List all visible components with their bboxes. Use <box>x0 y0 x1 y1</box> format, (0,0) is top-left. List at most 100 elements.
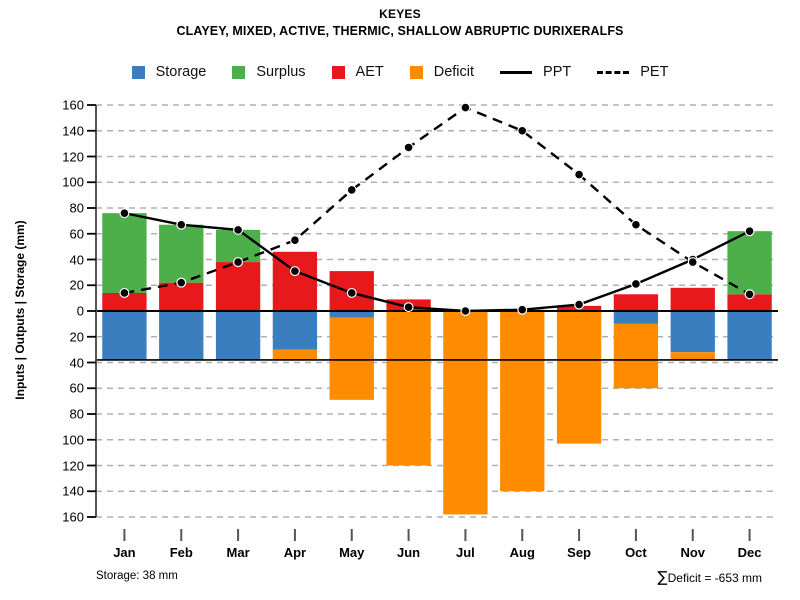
x-axis-tick-label-aug: Aug <box>509 545 535 560</box>
title-block: KEYES CLAYEY, MIXED, ACTIVE, THERMIC, SH… <box>0 6 800 40</box>
y-axis-tick-label: 100 <box>62 174 84 190</box>
y-axis-tick-label: 80 <box>69 200 84 216</box>
data-point-pet-jan <box>119 287 130 298</box>
y-axis-tick-label: 60 <box>69 226 84 242</box>
x-axis-tick-label-dec: Dec <box>737 545 762 560</box>
series-line-ppt <box>124 211 751 313</box>
x-axis-tick-label-mar: Mar <box>226 545 250 560</box>
legend-item-ppt[interactable]: PPT <box>500 64 571 80</box>
data-point-pet-dec <box>744 289 755 300</box>
bar-storage-jan <box>102 311 147 360</box>
legend-dashed-line-icon <box>597 66 630 79</box>
data-point-ppt-dec <box>744 226 755 237</box>
y-axis-tick-label: 140 <box>62 483 84 499</box>
legend-swatch-icon <box>409 65 423 79</box>
y-axis-tick-label: 160 <box>62 97 84 113</box>
bar-aet-mar <box>215 262 261 311</box>
bar-deficit-may <box>329 317 374 400</box>
storage-annotation: Storage: 38 mm <box>96 570 178 582</box>
data-point-ppt-apr <box>289 266 300 277</box>
x-axis-tick-label-feb: Feb <box>169 545 193 560</box>
data-point-pet-feb <box>176 277 187 288</box>
legend-item-surplus[interactable]: Surplus <box>232 64 306 80</box>
series-line-pet <box>124 106 751 296</box>
bar-storage-dec <box>727 311 772 360</box>
y-axis-tick-label: 100 <box>62 432 84 448</box>
bar-deficit-jul <box>443 311 488 515</box>
y-axis-tick-label: 60 <box>69 380 84 396</box>
legend-item-pet[interactable]: PET <box>597 64 668 80</box>
y-axis-tick-label: 80 <box>69 406 84 422</box>
bar-storage-may <box>329 311 374 318</box>
data-point-ppt-oct <box>630 278 641 289</box>
data-point-pet-may <box>346 184 357 195</box>
bar-storage-apr <box>272 311 318 350</box>
sigma-icon: ∑ <box>657 568 668 586</box>
legend-item-deficit[interactable]: Deficit <box>409 64 475 80</box>
bar-deficit-jun <box>386 311 431 466</box>
y-axis-tick-label: 120 <box>62 149 84 164</box>
y-axis-tick-label: 160 <box>62 509 84 525</box>
data-point-pet-jun <box>403 142 414 153</box>
data-point-pet-aug <box>517 125 528 136</box>
x-axis-tick-label-nov: Nov <box>680 545 706 560</box>
y-axis-tick-label: 120 <box>62 458 84 473</box>
bar-surplus-mar <box>215 229 261 263</box>
bar-deficit-oct <box>613 323 659 389</box>
bar-aet-oct <box>613 294 659 311</box>
data-point-ppt-jul <box>460 306 471 317</box>
bar-deficit-apr <box>272 349 318 360</box>
legend-label: PPT <box>543 64 572 80</box>
bar-deficit-nov <box>670 352 715 360</box>
deficit-annotation-text: Deficit = -653 mm <box>667 571 762 585</box>
data-point-ppt-may <box>346 287 357 298</box>
y-axis-tick-label: 20 <box>69 329 84 345</box>
bar-surplus-feb <box>159 224 204 283</box>
bar-aet-nov <box>670 287 715 311</box>
legend-swatch-icon <box>131 65 145 79</box>
bar-storage-mar <box>215 311 261 360</box>
data-point-pet-oct <box>630 219 641 230</box>
legend-solid-line-icon <box>500 66 533 79</box>
x-axis-tick-label-jun: Jun <box>397 545 421 560</box>
x-axis-tick-label-jan: Jan <box>113 545 136 560</box>
chart-subtitle: CLAYEY, MIXED, ACTIVE, THERMIC, SHALLOW … <box>176 24 624 38</box>
x-axis-tick-label-oct: Oct <box>625 545 647 560</box>
chart-title: KEYES <box>379 7 421 21</box>
data-point-ppt-mar <box>233 224 244 235</box>
data-point-ppt-aug <box>517 304 528 315</box>
legend-swatch-icon <box>232 65 246 79</box>
data-point-pet-apr <box>289 235 300 246</box>
y-axis-tick-label: 0 <box>76 303 84 319</box>
x-axis-tick-label-may: May <box>339 545 365 560</box>
data-point-pet-mar <box>233 257 244 268</box>
data-point-ppt-jun <box>403 302 414 313</box>
x-axis-tick-label-jul: Jul <box>456 545 475 560</box>
data-point-pet-sep <box>574 169 585 180</box>
deficit-annotation: ∑Deficit = -653 mm <box>658 568 762 586</box>
legend-label: Deficit <box>433 64 475 80</box>
bar-surplus-jan <box>102 213 147 293</box>
data-point-pet-nov <box>687 257 698 268</box>
legend-label: AET <box>355 64 384 80</box>
bar-surplus-dec <box>727 231 772 295</box>
bar-storage-feb <box>159 311 204 360</box>
y-axis-tick-label: 40 <box>69 252 84 267</box>
chart-legend: Storage Surplus AET Deficit PPT PET <box>0 64 800 80</box>
x-axis-tick-label-sep: Sep <box>567 545 591 560</box>
y-axis-tick-label: 140 <box>62 123 84 139</box>
legend-item-storage[interactable]: Storage <box>131 64 206 80</box>
data-point-ppt-feb <box>176 219 187 230</box>
bar-deficit-aug <box>500 311 545 492</box>
y-axis-tick-label: 40 <box>69 355 84 370</box>
bar-storage-oct <box>613 311 659 324</box>
bar-deficit-sep <box>556 311 602 444</box>
legend-label: PET <box>640 64 669 80</box>
x-axis-tick-label-apr: Apr <box>283 545 307 560</box>
legend-item-aet[interactable]: AET <box>331 64 384 80</box>
data-point-ppt-jan <box>119 208 130 219</box>
bar-aet-dec <box>727 294 772 311</box>
bar-aet-jan <box>102 292 147 311</box>
